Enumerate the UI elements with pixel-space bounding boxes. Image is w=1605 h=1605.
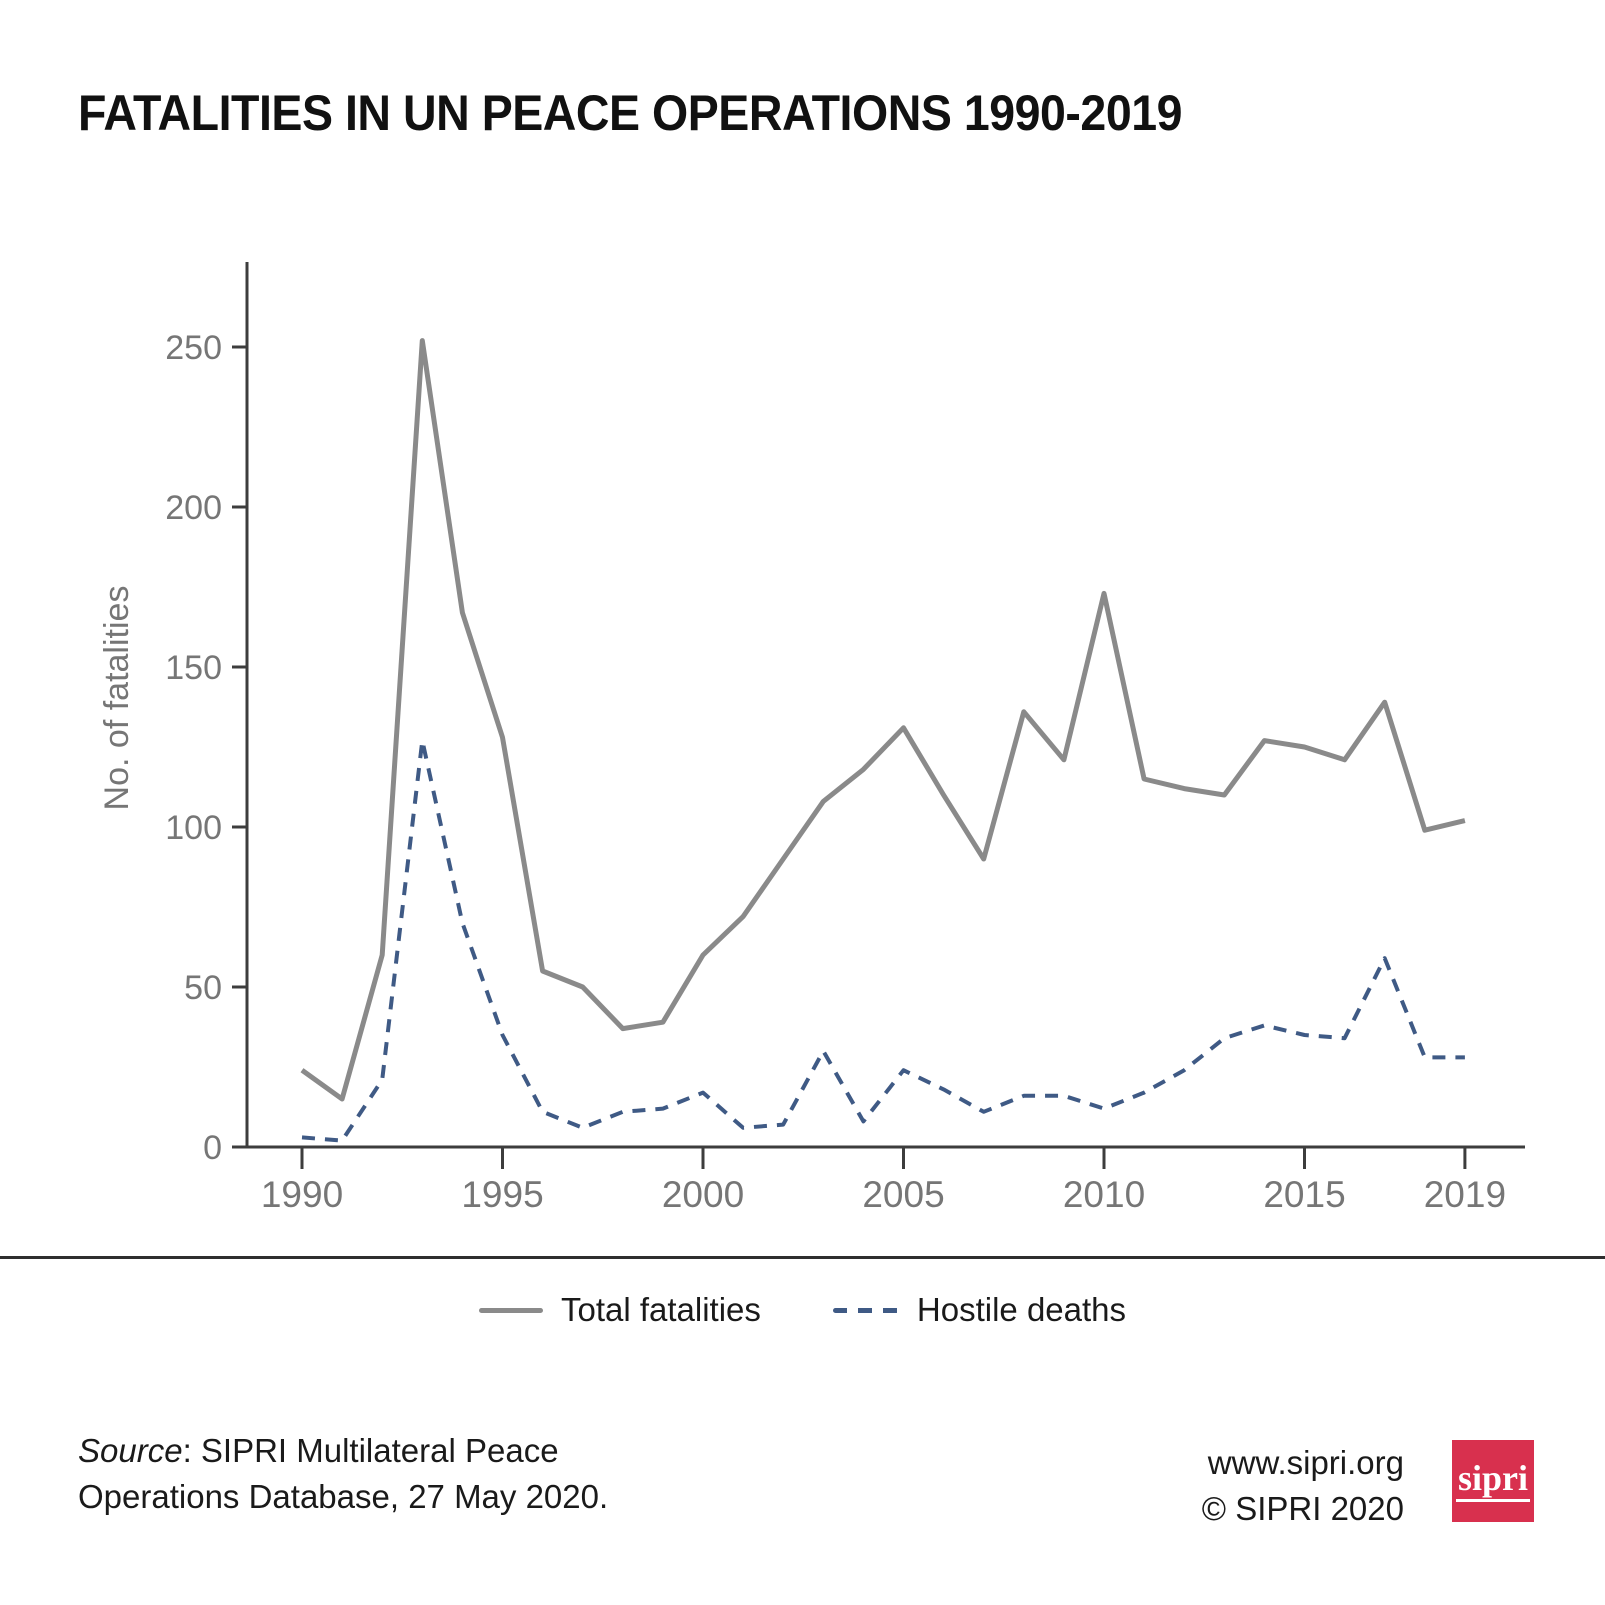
svg-text:100: 100 [165, 809, 222, 847]
y-tick-labels: 0 50 100 150 200 250 [165, 329, 222, 1167]
svg-text:250: 250 [165, 329, 222, 367]
svg-text:1990: 1990 [261, 1174, 343, 1215]
source-rest: : SIPRI Multilateral Peace [182, 1432, 559, 1469]
legend-item-total-fatalities: Total fatalities [478, 1291, 761, 1329]
y-axis-title: No. of fatalities [98, 586, 136, 811]
svg-text:2010: 2010 [1063, 1174, 1145, 1215]
svg-text:2000: 2000 [662, 1174, 744, 1215]
divider-line [0, 1256, 1605, 1259]
hostile-deaths-line-swatch [832, 1307, 899, 1313]
website-text: www.sipri.org [1207, 1444, 1404, 1481]
svg-text:150: 150 [165, 649, 222, 687]
series-line-hostile-deaths [301, 738, 1465, 1143]
svg-text:2015: 2015 [1263, 1174, 1345, 1215]
source-line-1: Source: SIPRI Multilateral Peace [78, 1428, 608, 1474]
series-line-total-fatalities [300, 338, 1466, 1102]
x-tick-labels: 1990 1995 2000 2005 2010 2015 2019 [261, 1174, 1506, 1215]
source-note: Source: SIPRI Multilateral Peace Operati… [78, 1428, 608, 1520]
svg-text:2019: 2019 [1424, 1174, 1506, 1215]
axes [232, 262, 1525, 1169]
legend-label-hostile-deaths: Hostile deaths [916, 1291, 1127, 1328]
sipri-logo-text: sipri [1455, 1460, 1530, 1502]
chart-title: FATALITIES IN UN PEACE OPERATIONS 1990-2… [78, 85, 1183, 141]
legend-label-total-fatalities: Total fatalities [560, 1291, 761, 1328]
svg-text:200: 200 [165, 489, 222, 527]
sipri-logo: sipri [1452, 1440, 1534, 1522]
chart-legend: Total fatalities Hostile deaths [0, 1284, 1605, 1336]
copyright-text: © SIPRI 2020 [1201, 1490, 1404, 1527]
source-line-2: Operations Database, 27 May 2020. [78, 1478, 609, 1515]
svg-text:2005: 2005 [862, 1174, 944, 1215]
legend-item-hostile-deaths: Hostile deaths [832, 1291, 1127, 1329]
svg-text:50: 50 [184, 969, 222, 1007]
svg-text:0: 0 [203, 1129, 222, 1167]
svg-text:1995: 1995 [461, 1174, 543, 1215]
source-word: Source [78, 1432, 183, 1469]
footer-links: www.sipri.org © SIPRI 2020 [1202, 1440, 1404, 1532]
total-fatalities-line-swatch [478, 1307, 543, 1313]
